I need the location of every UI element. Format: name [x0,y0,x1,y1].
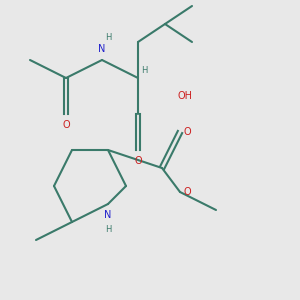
Text: O: O [183,127,190,137]
Text: N: N [104,210,112,220]
Text: H: H [141,66,147,75]
Text: O: O [134,156,142,166]
Text: H: H [105,225,111,234]
Text: H: H [105,33,111,42]
Text: N: N [98,44,106,54]
Text: O: O [183,187,190,197]
Text: O: O [62,120,70,130]
Text: OH: OH [177,91,192,101]
